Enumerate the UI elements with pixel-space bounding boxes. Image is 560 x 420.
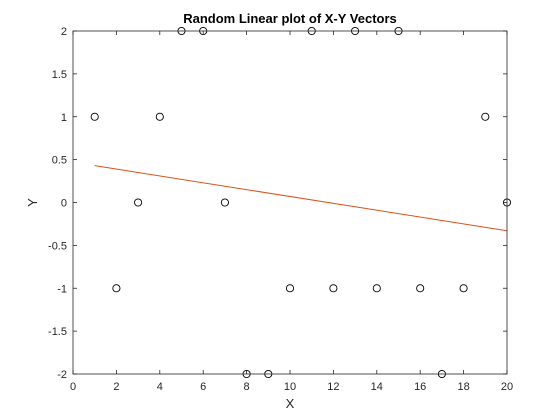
plot-area <box>73 31 507 374</box>
data-point <box>90 112 99 121</box>
data-point <box>220 198 229 207</box>
chart-title: Random Linear plot of X-Y Vectors <box>183 11 397 26</box>
axes: 0 2 4 6 8 10 12 14 16 18 20 -2 -1.5 -1 -0.5 0 0.5 1 1.5 2 <box>48 26 513 393</box>
y-axis-label: Y <box>25 198 40 207</box>
x-axis-label: X <box>286 396 295 411</box>
data-point <box>155 112 164 121</box>
x-tick-label: 4 <box>157 381 163 393</box>
data-point <box>134 198 143 207</box>
data-point <box>285 284 295 293</box>
x-tick-label: 6 <box>200 381 206 393</box>
y-tick-label: -1.5 <box>48 326 67 338</box>
x-tick-label: 0 <box>70 381 76 393</box>
data-point <box>112 284 121 293</box>
x-tick-label: 8 <box>244 381 250 393</box>
x-tick-label: 10 <box>284 381 296 393</box>
data-point <box>481 112 490 121</box>
fit-line <box>94 165 508 232</box>
y-tick-label: 0 <box>61 198 67 210</box>
x-tick-label: 12 <box>327 381 339 393</box>
y-tick-label: 0.5 <box>52 155 67 167</box>
x-tick-label: 2 <box>113 381 119 393</box>
y-tick-label: -2 <box>57 369 67 381</box>
y-tick-label: -0.5 <box>48 240 67 252</box>
y-tick-label: 1 <box>61 112 67 124</box>
x-tick-label: 20 <box>501 381 513 393</box>
y-tick-label: 2 <box>61 26 67 38</box>
x-tick-label: 16 <box>414 381 426 393</box>
data-point <box>372 284 381 293</box>
y-tick-label: 1.5 <box>52 69 67 81</box>
x-tick-label: 18 <box>457 381 469 393</box>
data-point <box>416 284 425 293</box>
y-tick-label: -1 <box>57 283 67 295</box>
data-point <box>459 284 468 293</box>
data-point <box>329 284 338 293</box>
x-tick-label: 14 <box>371 381 383 393</box>
